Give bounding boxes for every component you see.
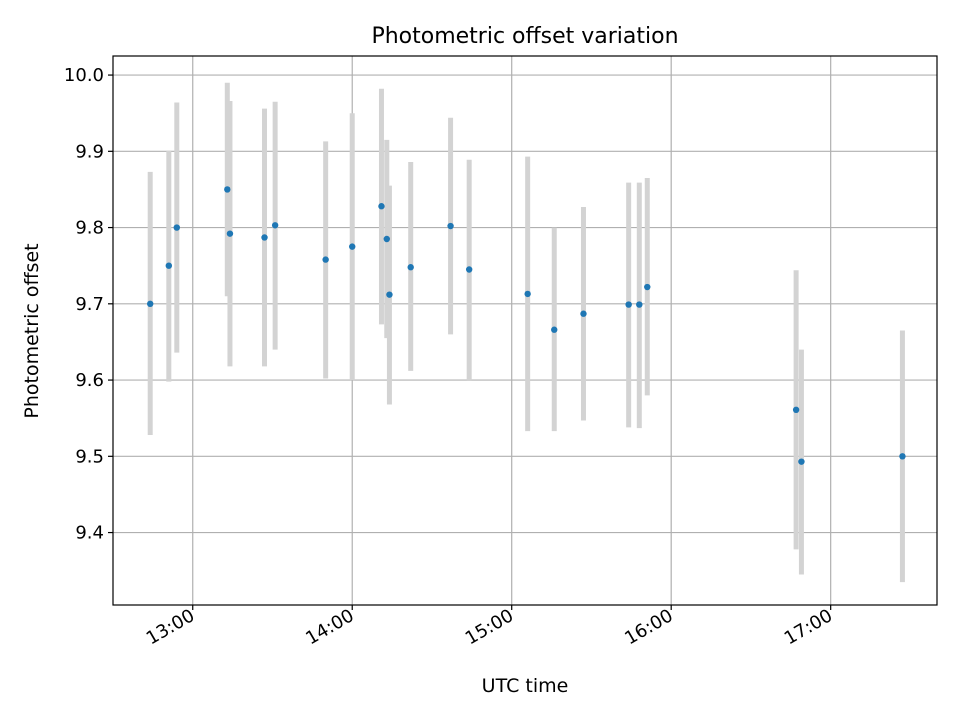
data-point: [386, 291, 393, 298]
data-point: [322, 256, 329, 263]
data-point: [636, 301, 643, 308]
data-point: [465, 266, 473, 273]
plot-area-frame: [112, 55, 938, 606]
y-tick-label: 9.5: [75, 446, 104, 467]
data-point: [644, 283, 651, 291]
y-axis-ticks: 9.4 9.5 9.6 9.7 9.8 9.9 10.0: [64, 65, 113, 544]
chart-title: Photometric offset variation: [371, 24, 678, 49]
y-tick-label: 9.7: [75, 294, 104, 315]
data-point: [625, 301, 632, 308]
data-point: [407, 264, 414, 271]
data-point: [524, 290, 531, 298]
data-point: [899, 453, 906, 460]
data-point: [173, 224, 180, 231]
y-tick-label: 9.6: [75, 370, 104, 391]
x-axis-label: UTC time: [482, 675, 569, 697]
data-point: [798, 458, 805, 465]
data-point: [271, 222, 279, 229]
data-point: [349, 243, 356, 250]
y-axis-label: Photometric offset: [21, 243, 43, 418]
y-tick-label: 9.4: [75, 523, 104, 544]
data-point: [580, 310, 587, 317]
data-point: [224, 186, 231, 193]
data-point: [378, 203, 385, 210]
y-tick-label: 9.8: [75, 218, 104, 239]
data-point: [383, 235, 390, 243]
data-point: [551, 326, 558, 333]
data-point: [147, 300, 154, 308]
y-tick-label: 9.9: [75, 141, 104, 162]
data-point: [792, 406, 800, 413]
y-tick-label: 10.0: [64, 65, 104, 86]
data-points: [147, 186, 906, 465]
data-point: [261, 234, 268, 241]
data-point: [226, 230, 234, 237]
data-point: [165, 262, 173, 269]
data-point: [447, 222, 454, 230]
